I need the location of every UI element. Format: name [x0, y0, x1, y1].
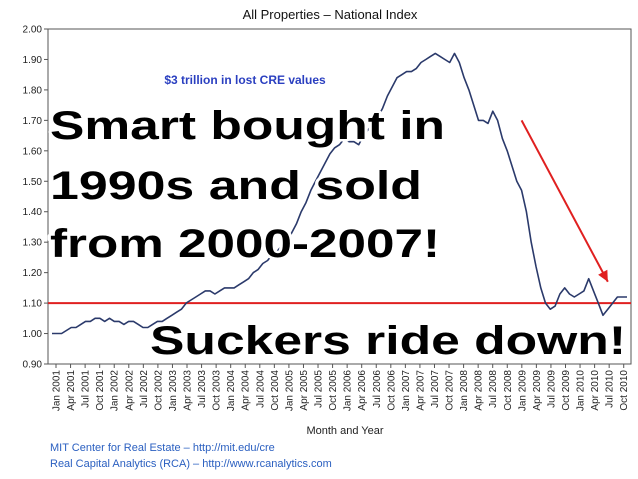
y-tick-label: 2.00 [23, 25, 43, 36]
x-tick-label: Apr 2002 [124, 370, 135, 411]
plot-frame [47, 28, 632, 365]
x-tick-label: Jul 2008 [488, 370, 499, 408]
x-tick-label: Jan 2003 [168, 370, 179, 412]
overlay-text-line-3: from 2000-2007! [50, 222, 440, 266]
x-tick-label: Jan 2010 [576, 370, 587, 412]
x-tick-label: Apr 2010 [590, 370, 601, 411]
y-tick-label: 1.90 [23, 55, 43, 66]
x-tick-label: Jul 2009 [546, 370, 557, 408]
overlay-text-line-2: 1990s and sold [50, 164, 422, 208]
x-tick-label: Jul 2004 [255, 370, 266, 408]
x-tick-label: Oct 2009 [561, 370, 572, 411]
x-tick-label: Apr 2005 [299, 370, 310, 411]
x-tick-label: Apr 2007 [415, 370, 426, 411]
x-tick-label: Jul 2010 [605, 370, 616, 408]
x-tick-label: Jul 2006 [372, 370, 383, 408]
x-tick-label: Oct 2008 [503, 370, 514, 411]
x-tick-label: Jan 2004 [226, 370, 237, 412]
y-axis: 0.90 1.00 1.10 1.20 1.30 1.40 1.50 1.60 1.70 1.80… [23, 25, 48, 371]
x-tick-label: Jul 2002 [139, 370, 150, 408]
y-tick-label: 1.20 [23, 268, 43, 279]
x-tick-label: Jan 2005 [284, 370, 295, 412]
x-tick-label: Oct 2001 [95, 370, 106, 411]
x-tick-label: Oct 2006 [386, 370, 397, 411]
x-tick-label: Oct 2005 [328, 370, 339, 411]
lost-value-note: $3 trillion in lost CRE values [164, 73, 326, 87]
x-tick-label: Jan 2002 [110, 370, 121, 412]
x-tick-label: Jul 2003 [197, 370, 208, 408]
y-tick-label: 1.10 [23, 299, 43, 310]
y-tick-label: 1.40 [23, 207, 43, 218]
red-arrow-shaft [520, 119, 609, 283]
x-tick-label: Oct 2004 [270, 370, 281, 411]
y-tick-label: 1.80 [23, 85, 43, 96]
source-rca: Real Capital Analytics (RCA) – http://ww… [50, 458, 332, 470]
x-tick-label: Jan 2007 [401, 370, 412, 412]
x-tick-label: Oct 2002 [153, 370, 164, 411]
x-axis: Jan 2001 Apr 2001 Jul 2001 Oct 2001 Jan 2002… [52, 364, 630, 412]
index-series-line [52, 52, 627, 335]
x-tick-label: Apr 2001 [66, 370, 77, 411]
x-tick-label: Oct 2003 [212, 370, 223, 411]
x-tick-label: Jan 2009 [517, 370, 528, 412]
x-tick-label: Apr 2008 [474, 370, 485, 411]
y-tick-label: 1.50 [23, 177, 43, 188]
x-axis-label: Month and Year [306, 425, 383, 437]
x-tick-label: Jul 2001 [81, 370, 92, 408]
x-tick-label: Jul 2005 [314, 370, 325, 408]
y-tick-label: 0.90 [23, 360, 43, 371]
x-tick-label: Jul 2007 [430, 370, 441, 408]
bottom-overlay-text: Suckers ride down! [150, 319, 626, 363]
overlay-text-line-1: Smart bought in [50, 104, 445, 148]
chart-title: All Properties – National Index [243, 7, 418, 22]
series-group [52, 52, 627, 335]
y-tick-label: 1.60 [23, 146, 43, 157]
arrow-group [520, 119, 609, 283]
y-tick-label: 1.30 [23, 238, 43, 249]
x-tick-label: Apr 2003 [183, 370, 194, 411]
red-arrow-head [598, 269, 608, 282]
y-tick-label: 1.00 [23, 329, 43, 340]
x-tick-label: Apr 2009 [532, 370, 543, 411]
x-tick-label: Jan 2008 [459, 370, 470, 412]
x-tick-label: Jan 2001 [52, 370, 63, 412]
x-tick-label: Jan 2006 [343, 370, 354, 412]
x-tick-label: Apr 2006 [357, 370, 368, 411]
x-tick-label: Oct 2010 [619, 370, 630, 411]
source-mit: MIT Center for Real Estate – http://mit.… [50, 442, 275, 454]
x-tick-label: Oct 2007 [445, 370, 456, 411]
x-tick-label: Apr 2004 [241, 370, 252, 411]
y-tick-label: 1.70 [23, 116, 43, 127]
